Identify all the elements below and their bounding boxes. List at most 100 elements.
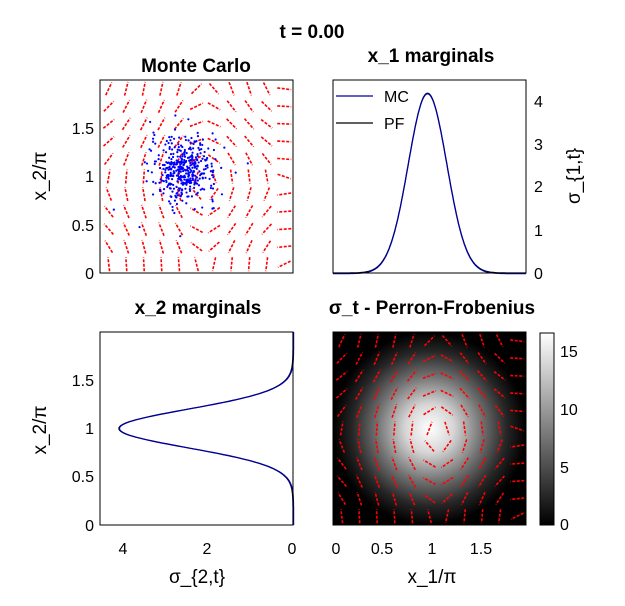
scatter-point [188, 159, 191, 162]
scatter-point [170, 142, 173, 145]
panel-x2-marginals: x_2 marginals 0 0.5 1 1.5 4 2 0 x_2/π σ_… [30, 298, 297, 588]
scatter-point [177, 146, 180, 149]
quiver-arrow [461, 333, 468, 348]
y-tick-label: 1 [85, 421, 94, 438]
scatter-point [181, 155, 184, 158]
quiver-arrow [409, 439, 415, 454]
quiver-arrow [122, 99, 131, 113]
quiver-arrow [410, 509, 414, 524]
scatter-point [177, 175, 181, 179]
quiver-arrow [440, 458, 454, 469]
quiver-arrow [480, 509, 484, 524]
scatter-point [159, 178, 162, 181]
scatter-point [191, 166, 194, 169]
panel-title: σ_t - Perron-Frobenius [329, 298, 535, 319]
quiver-arrow [190, 207, 203, 216]
scatter-point [192, 159, 195, 162]
scatter-point [164, 151, 168, 154]
quiver-arrow [277, 245, 292, 249]
quiver-arrow [226, 222, 237, 236]
quiver-arrow [407, 387, 417, 400]
quiver-arrow [390, 386, 399, 401]
colorbar-tick-label: 5 [560, 460, 569, 477]
quiver-arrow [423, 493, 436, 504]
scatter-point [195, 193, 198, 196]
scatter-point [183, 151, 186, 155]
y-tick-label: 0.5 [72, 469, 94, 486]
quiver-arrow [174, 205, 183, 219]
quiver-arrow [122, 222, 130, 236]
scatter-point [214, 138, 217, 141]
scatter-point [189, 185, 192, 188]
scatter-point [173, 146, 176, 149]
scatter-point [179, 235, 182, 238]
scatter-point [162, 188, 166, 191]
scatter-point [201, 138, 205, 141]
scatter-point [189, 164, 192, 167]
scatter-point [177, 172, 180, 175]
scatter-point [203, 150, 206, 154]
quiver-arrow [373, 456, 380, 471]
colorbar-tick-label: 10 [560, 402, 578, 419]
quiver-arrow [103, 205, 114, 218]
quiver-arrow [356, 491, 363, 506]
quiver-arrow [157, 99, 166, 114]
quiver-arrow [277, 260, 291, 269]
y-ticks: 0 0.5 1 1.5 [72, 121, 94, 283]
scatter-point [183, 175, 187, 179]
quiver-arrow [335, 388, 348, 399]
scatter-point [175, 202, 179, 206]
quiver-arrow [510, 425, 525, 432]
quiver-arrow [440, 476, 454, 486]
scatter-point [174, 114, 177, 117]
x-tick-label: 0 [332, 541, 341, 558]
scatter-point [169, 152, 173, 156]
quiver-arrow [105, 187, 113, 201]
quiver-arrow [209, 187, 219, 201]
quiver-arrow [139, 117, 148, 131]
scatter-point [197, 146, 200, 150]
scatter-point [184, 135, 187, 138]
quiver-arrow [494, 475, 506, 487]
quiver-arrow [244, 100, 254, 113]
scatter-point [171, 209, 174, 212]
quiver-arrow [157, 117, 166, 131]
quiver-arrow [407, 474, 417, 488]
quiver-arrow [141, 186, 146, 202]
scatter-point [170, 163, 173, 166]
scatter-point [210, 184, 213, 187]
scatter-point [220, 193, 224, 196]
scatter-point [163, 163, 166, 167]
plot-area [100, 332, 293, 525]
scatter-point [198, 177, 201, 180]
scatter-point [189, 177, 192, 180]
quiver-arrow [227, 152, 236, 166]
legend-label-mc: MC [384, 89, 409, 106]
quiver-arrow [260, 118, 273, 129]
quiver-arrow [193, 257, 200, 272]
scatter-point [160, 179, 164, 182]
quiver-arrow [246, 187, 252, 202]
quiver-arrow [277, 227, 292, 231]
scatter-point [204, 167, 207, 171]
scatter-point [178, 136, 181, 139]
scatter-point [161, 163, 165, 167]
scatter-point [167, 141, 170, 145]
scatter-point [165, 139, 168, 143]
quiver-arrow [335, 370, 348, 381]
scatter-point [212, 169, 215, 172]
scatter-point [211, 198, 214, 201]
quiver-arrow [479, 439, 485, 454]
quiver-arrow [140, 152, 147, 166]
quiver-arrow [140, 134, 148, 149]
scatter-point [201, 206, 204, 209]
scatter-point [148, 148, 151, 151]
scatter-point [176, 194, 179, 197]
scatter-point [181, 167, 184, 170]
scatter-point [194, 178, 197, 181]
scatter-point [179, 165, 183, 168]
scatter-point [112, 208, 115, 211]
scatter-point [171, 190, 174, 193]
scatter-point [182, 164, 185, 167]
scatter-point [166, 161, 169, 165]
